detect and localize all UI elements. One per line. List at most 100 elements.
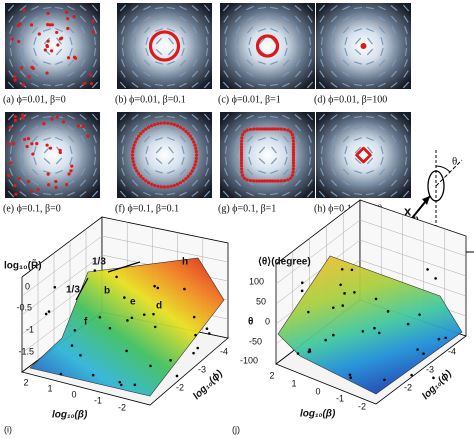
flow-arrow [67, 82, 75, 88]
particle [139, 131, 143, 136]
particle [132, 143, 136, 147]
flow-arrow [380, 36, 384, 46]
particle [194, 150, 198, 154]
particle [54, 179, 58, 184]
particle [47, 183, 51, 187]
particle [45, 143, 49, 147]
particle [186, 174, 190, 179]
flow-arrow [294, 191, 302, 197]
sample-point [183, 287, 186, 291]
flow-arrow [248, 48, 252, 56]
sample-point [169, 359, 172, 362]
flow-arrow [258, 28, 266, 32]
flow-arrow [155, 28, 163, 32]
flow-arrow [9, 47, 13, 57]
flow-arrow [131, 82, 139, 88]
flow-arrow [353, 115, 363, 119]
flow-arrow [205, 145, 209, 155]
particle [13, 78, 17, 82]
particle [175, 182, 180, 186]
flow-arrow [378, 114, 386, 120]
flow-arrow [20, 26, 26, 34]
panel-image [316, 112, 411, 198]
particle [55, 115, 59, 119]
panel-label: (j) [232, 424, 240, 434]
flow-arrow [181, 48, 185, 56]
flow-arrow [234, 70, 242, 78]
flow-arrow [31, 125, 39, 131]
panel: (c) ϕ=0.01, β=1 [218, 3, 315, 105]
particle [172, 122, 176, 127]
particle [133, 166, 137, 170]
flow-arrow [121, 36, 125, 46]
sample-point [308, 348, 311, 351]
sample-point [350, 268, 354, 272]
flow-arrow [390, 191, 398, 197]
flow-arrow [154, 126, 164, 130]
flow-arrow [320, 47, 324, 57]
panel: (g) ϕ=0.1, β=1 [218, 112, 315, 214]
flow-arrow [120, 124, 126, 132]
flow-arrow [353, 181, 363, 185]
sample-point [123, 296, 126, 299]
flow-arrow [167, 61, 175, 65]
flow-arrow [119, 190, 127, 198]
flow-arrow [91, 4, 99, 12]
particle [30, 142, 34, 146]
sample-point [196, 346, 200, 350]
flow-arrow [132, 59, 138, 67]
sample-point [361, 329, 365, 333]
particle [190, 169, 194, 173]
flow-arrow [246, 135, 254, 143]
flow-arrow [154, 6, 164, 10]
flow-arrow [67, 114, 75, 120]
beta-tick-label: 1 [47, 383, 52, 393]
particle [291, 145, 296, 149]
flow-arrow [378, 26, 386, 34]
flow-arrow [69, 145, 73, 155]
particle [70, 164, 74, 168]
flow-arrow [258, 170, 266, 174]
sample-point [434, 277, 437, 280]
flow-arrow [143, 135, 151, 143]
flow-arrow [354, 146, 362, 154]
phi-tick-label: -2 [176, 382, 184, 392]
flow-arrow [403, 15, 409, 23]
flow-arrow [378, 5, 386, 11]
sample-point [115, 275, 118, 279]
flow-arrow [234, 124, 242, 132]
panel: (f) ϕ=0.1, β=0.1 [115, 112, 212, 214]
flow-arrow [121, 135, 125, 143]
particle [46, 172, 50, 176]
flow-arrow [166, 126, 176, 130]
flow-arrow [270, 61, 278, 65]
particle [194, 160, 198, 164]
flow-arrow [246, 191, 254, 197]
flow-arrow [91, 113, 99, 121]
flow-arrow [79, 15, 87, 23]
particle [153, 183, 157, 188]
flow-arrow [191, 191, 199, 197]
flow-arrow [391, 59, 397, 67]
particle [265, 179, 270, 183]
particle [291, 170, 295, 174]
particle [13, 183, 17, 188]
particle [141, 129, 145, 133]
particle [291, 139, 296, 143]
flow-arrow [7, 190, 15, 198]
flow-arrow [204, 59, 210, 67]
flow-arrow [354, 28, 362, 32]
flow-arrow [155, 170, 163, 174]
flow-arrow [31, 180, 39, 186]
flow-arrow [342, 114, 350, 120]
flow-arrow [344, 157, 348, 165]
surface-plot: 100500-50-100θ⟨θ⟩(degree)210-1-2log₁₀(β)… [232, 199, 467, 434]
sample-point [374, 297, 378, 301]
flow-arrow [120, 59, 126, 67]
particle [162, 185, 167, 189]
particle [263, 127, 267, 131]
flow-arrow [155, 37, 163, 45]
flow-arrow [306, 113, 314, 121]
panel: (e) ϕ=0.1, β=0 [3, 112, 100, 214]
particle [252, 179, 256, 183]
